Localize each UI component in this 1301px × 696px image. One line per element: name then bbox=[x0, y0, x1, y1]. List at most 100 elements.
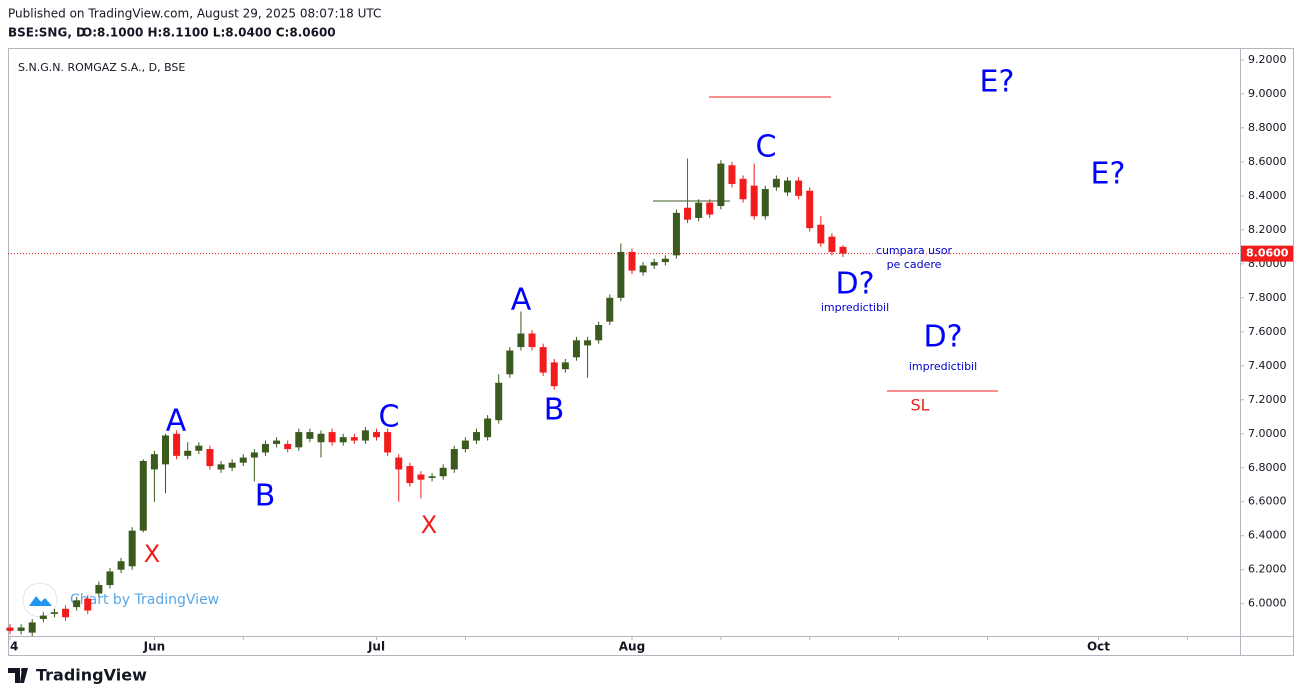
annotation: SL bbox=[910, 396, 929, 415]
candle-body bbox=[528, 333, 536, 348]
candle-body bbox=[328, 432, 336, 443]
candle-body bbox=[128, 530, 136, 567]
x-tick-label: Jul bbox=[367, 640, 385, 654]
candle-body bbox=[783, 180, 791, 193]
annotation: E? bbox=[1091, 157, 1126, 192]
y-tick-label: 8.2000 bbox=[1248, 223, 1287, 236]
candle-body bbox=[639, 265, 647, 273]
candle-body bbox=[695, 202, 703, 218]
candle-body bbox=[406, 466, 414, 484]
candle-body bbox=[395, 457, 403, 470]
annotation: D? bbox=[835, 267, 874, 302]
candle-body bbox=[206, 449, 214, 467]
candle-body bbox=[173, 433, 181, 456]
annotation: A bbox=[511, 283, 532, 318]
candle-body bbox=[239, 457, 247, 463]
watermark-icon bbox=[29, 596, 52, 606]
candle-body bbox=[495, 382, 503, 421]
annotation: impredictibil bbox=[821, 301, 889, 314]
y-tick-label: 7.4000 bbox=[1248, 359, 1287, 372]
candle-body bbox=[217, 464, 225, 470]
candle-body bbox=[650, 262, 658, 266]
y-tick-label: 9.2000 bbox=[1248, 53, 1287, 66]
annotation: X bbox=[144, 540, 160, 568]
candle-body bbox=[62, 608, 70, 618]
y-tick-label: 8.4000 bbox=[1248, 189, 1287, 202]
candle-body bbox=[195, 445, 203, 451]
candle-body bbox=[606, 297, 614, 322]
annotation: cumpara usor bbox=[876, 244, 953, 257]
annotation: C bbox=[379, 400, 400, 435]
candle-body bbox=[561, 362, 569, 370]
x-tick-label: Oct bbox=[1087, 640, 1110, 654]
x-tick-label: Aug bbox=[619, 640, 645, 654]
brand: TradingView bbox=[8, 666, 147, 685]
candle-body bbox=[273, 440, 281, 444]
candle-body bbox=[350, 437, 358, 441]
candle-body bbox=[250, 452, 258, 458]
frame bbox=[8, 48, 1294, 656]
candle-body bbox=[28, 622, 36, 633]
candle-body bbox=[461, 440, 469, 450]
y-tick-label: 7.2000 bbox=[1248, 393, 1287, 406]
candle-body bbox=[772, 178, 780, 188]
x-tick-label: Jun bbox=[143, 640, 166, 654]
annotation: X bbox=[421, 511, 437, 539]
annotation: E? bbox=[980, 65, 1015, 100]
candle-body bbox=[361, 430, 369, 441]
y-tick-label: 6.4000 bbox=[1248, 529, 1287, 542]
candle-body bbox=[373, 432, 381, 438]
candle-body bbox=[261, 443, 269, 453]
x-tick-label: 4 bbox=[10, 640, 18, 654]
y-tick-label: 8.8000 bbox=[1248, 121, 1287, 134]
watermark-icon bbox=[22, 582, 58, 618]
candle-body bbox=[617, 251, 625, 298]
candle-body bbox=[439, 467, 447, 477]
candle-body bbox=[572, 340, 580, 358]
candle-body bbox=[84, 598, 92, 611]
candle-body bbox=[106, 571, 114, 586]
annotation: C bbox=[756, 130, 777, 165]
candle-body bbox=[295, 432, 303, 448]
y-tick-label: 6.6000 bbox=[1248, 495, 1287, 508]
y-tick-label: 6.0000 bbox=[1248, 597, 1287, 610]
candle-body bbox=[739, 178, 747, 200]
brand-logo bbox=[8, 668, 28, 683]
candle-body bbox=[150, 454, 158, 470]
last-price-box bbox=[1241, 245, 1293, 262]
candle-body bbox=[517, 333, 525, 348]
candle-body bbox=[672, 212, 680, 256]
candle-body bbox=[339, 437, 347, 443]
candle-body bbox=[550, 362, 558, 387]
candle-body bbox=[828, 236, 836, 252]
candle-body bbox=[706, 202, 714, 215]
candle-body bbox=[39, 615, 47, 620]
candle-body bbox=[817, 224, 825, 244]
candle-body bbox=[472, 432, 480, 441]
candle-body bbox=[484, 418, 492, 438]
candle-body bbox=[839, 246, 847, 254]
candle-body bbox=[595, 325, 603, 341]
candle-body bbox=[728, 165, 736, 184]
candle-body bbox=[417, 474, 425, 480]
published: Published on TradingView.com, August 29,… bbox=[8, 7, 381, 21]
annotation: pe cadere bbox=[887, 258, 942, 271]
candle-body bbox=[317, 433, 325, 443]
y-tick-label: 7.0000 bbox=[1248, 427, 1287, 440]
y-tick-label: 6.8000 bbox=[1248, 461, 1287, 474]
y-tick-label: 6.2000 bbox=[1248, 563, 1287, 576]
last-price-label: 8.0600 bbox=[1246, 247, 1289, 260]
watermark-text: Chart by TradingView bbox=[70, 592, 219, 608]
annotation: impredictibil bbox=[909, 360, 977, 373]
annotation: B bbox=[255, 479, 276, 514]
annotation: D? bbox=[923, 320, 962, 355]
candle-body bbox=[95, 585, 103, 594]
candle-body bbox=[806, 190, 814, 229]
candle-body bbox=[450, 449, 458, 470]
y-tick-label: 8.6000 bbox=[1248, 155, 1287, 168]
candle-body bbox=[228, 462, 236, 468]
candle-body bbox=[161, 435, 169, 465]
candle-body bbox=[117, 561, 125, 570]
candle-body bbox=[795, 180, 803, 196]
